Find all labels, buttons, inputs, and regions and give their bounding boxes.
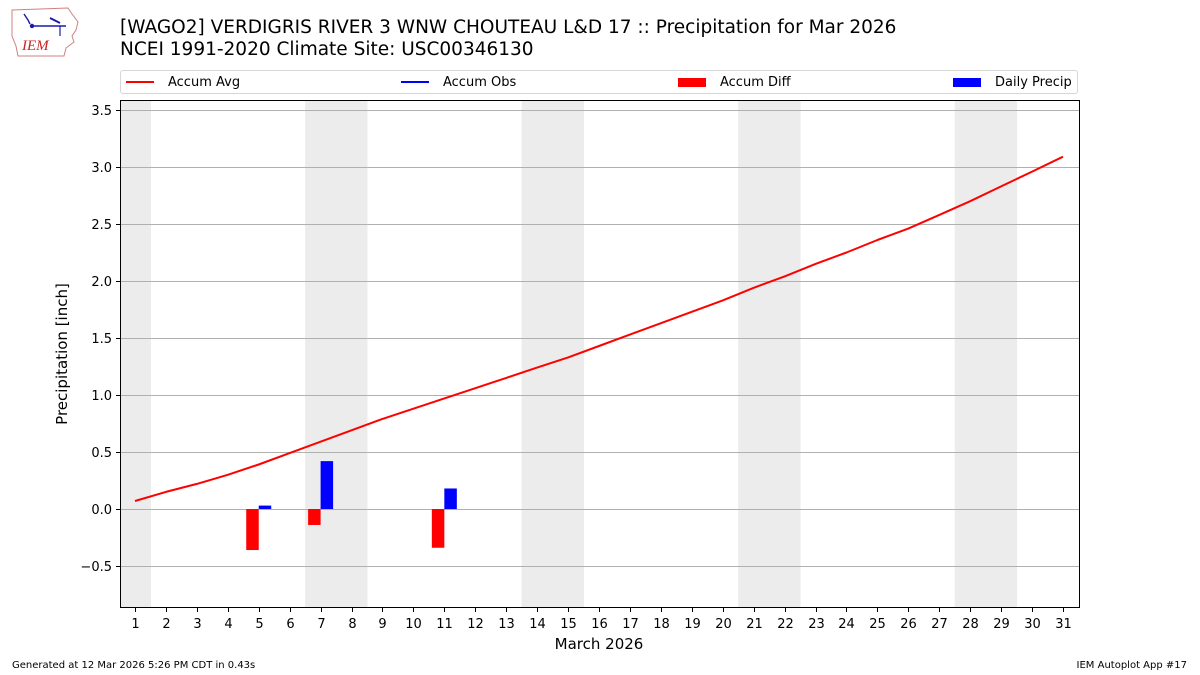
accum-diff-bar	[246, 509, 259, 551]
x-tick-label: 24	[838, 617, 855, 632]
weekend-band	[985, 100, 1018, 608]
x-tick-label: 19	[684, 617, 701, 632]
x-tick-label: 15	[560, 617, 577, 632]
x-tick-label: 27	[931, 617, 948, 632]
accum-diff-bar	[308, 509, 321, 525]
weekend-band	[769, 100, 801, 608]
blue-patch-icon	[953, 77, 981, 87]
y-tick-label: 3.5	[91, 104, 112, 119]
legend-item-accum-obs: Accum Obs	[401, 71, 516, 93]
x-tick-label: 5	[255, 617, 263, 632]
iem-logo: IEM	[11, 7, 79, 57]
accum-avg-line	[134, 155, 1064, 502]
red-patch-icon	[678, 77, 706, 87]
x-tick-label: 28	[962, 617, 979, 632]
x-axis-label: March 2026	[555, 635, 644, 653]
x-tick-label: 21	[746, 617, 763, 632]
svg-text:IEM: IEM	[21, 38, 50, 54]
legend-item-accum-diff: Accum Diff	[678, 71, 791, 93]
y-tick-label: 2.0	[91, 275, 112, 290]
chart-title-line1: [WAGO2] VERDIGRIS RIVER 3 WNW CHOUTEAU L…	[120, 17, 897, 38]
x-tick-label: 7	[317, 617, 325, 632]
x-tick-label: 3	[193, 617, 201, 632]
generated-timestamp: Generated at 12 Mar 2026 5:26 PM CDT in …	[12, 660, 256, 671]
x-tick-label: 18	[653, 617, 670, 632]
daily-precip-bar	[258, 505, 272, 509]
y-tick-label: 0.5	[91, 446, 112, 461]
weekend-band	[336, 100, 368, 608]
y-tick-label: 1.0	[91, 389, 112, 404]
legend-label: Accum Diff	[720, 74, 791, 90]
y-tick-label: −0.5	[80, 560, 112, 575]
y-tick-label: 2.5	[91, 218, 112, 233]
daily-precip-bar	[320, 461, 334, 509]
y-axis-label: Precipitation [inch]	[53, 283, 71, 425]
weekend-band	[738, 100, 770, 608]
x-tick-label: 31	[1055, 617, 1072, 632]
daily-precip-bar	[444, 488, 457, 509]
x-tick-label: 16	[591, 617, 608, 632]
accum-diff-bar	[431, 509, 445, 548]
red-line-icon	[126, 81, 154, 83]
x-tick-label: 22	[777, 617, 794, 632]
x-tick-label: 20	[715, 617, 732, 632]
x-tick-label: 29	[993, 617, 1010, 632]
x-tick-label: 23	[808, 617, 825, 632]
x-tick-label: 1	[131, 617, 139, 632]
grid-lines	[120, 110, 1080, 567]
x-tick-label: 11	[436, 617, 453, 632]
x-tick-label: 30	[1024, 617, 1041, 632]
weekend-band	[954, 100, 987, 608]
weekend-band	[305, 100, 337, 608]
weekend-shading	[120, 100, 1018, 608]
y-tick-label: 0.0	[91, 503, 112, 518]
y-tick-label: 1.5	[91, 332, 112, 347]
bars	[246, 461, 457, 551]
x-tick-label: 12	[467, 617, 484, 632]
y-axis: −0.5 0.0 0.5 1.0 1.5 2.0 2.5 3.0 3.5	[80, 104, 120, 575]
chart-title: [WAGO2] VERDIGRIS RIVER 3 WNW CHOUTEAU L…	[120, 17, 896, 61]
x-tick-label: 26	[900, 617, 917, 632]
x-tick-label: 6	[286, 617, 294, 632]
x-tick-label: 2	[162, 617, 170, 632]
x-axis: 1 2 3 4 5 6 7 8 9 10 11 12 13 14 15 16 17 18 19 20 21 22 23 24 2…	[131, 608, 1072, 632]
weekend-band	[521, 100, 554, 608]
x-tick-label: 14	[529, 617, 546, 632]
legend-item-accum-avg: Accum Avg	[126, 71, 240, 93]
x-tick-label: 8	[348, 617, 356, 632]
x-tick-label: 17	[622, 617, 639, 632]
x-tick-label: 13	[498, 617, 515, 632]
plot-frame	[120, 100, 1080, 608]
legend-label: Accum Obs	[443, 74, 517, 90]
accum-avg-polyline	[134, 155, 1064, 502]
legend-label: Accum Avg	[168, 74, 241, 90]
blue-line-icon	[401, 81, 429, 83]
y-tick-label: 3.0	[91, 161, 112, 176]
weekend-band	[120, 100, 151, 608]
chart-title-line2: NCEI 1991-2020 Climate Site: USC00346130	[120, 39, 534, 60]
x-tick-label: 25	[869, 617, 886, 632]
legend: Accum Avg Accum Obs Accum Diff Daily Pre…	[120, 70, 1078, 94]
x-tick-label: 10	[405, 617, 422, 632]
app-label: IEM Autoplot App #17	[1076, 660, 1187, 671]
legend-label: Daily Precip	[995, 74, 1072, 90]
x-tick-label: 4	[224, 617, 232, 632]
legend-item-daily-precip: Daily Precip	[953, 71, 1072, 93]
x-tick-label: 9	[378, 617, 386, 632]
